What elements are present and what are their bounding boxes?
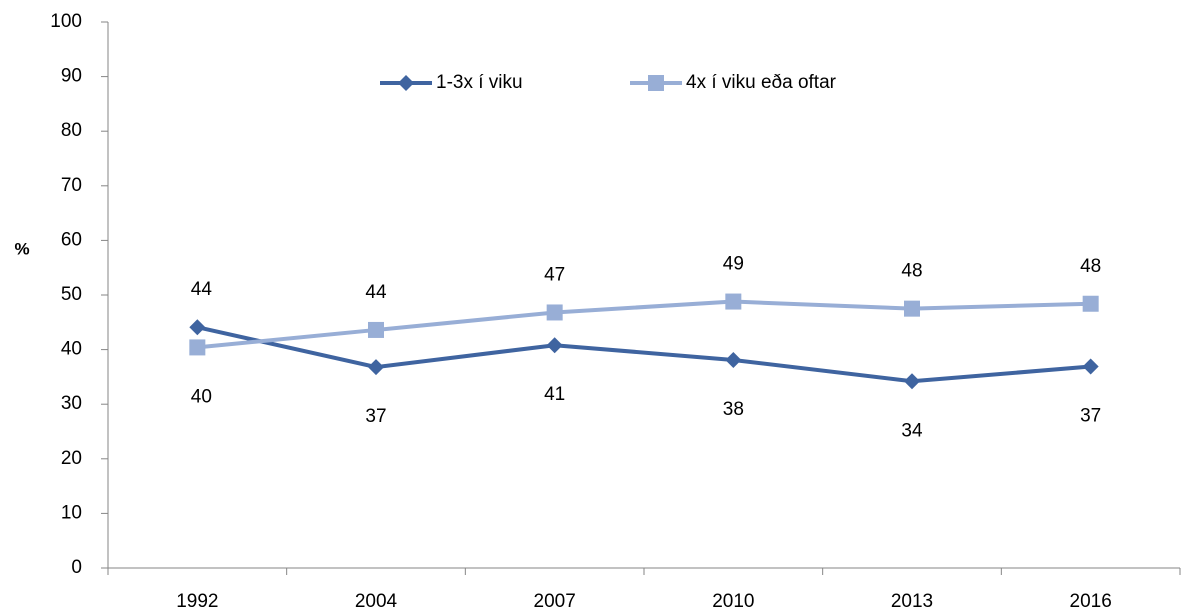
y-tick-label: 80 bbox=[61, 120, 82, 141]
y-axis-label: % bbox=[14, 239, 29, 258]
data-point bbox=[368, 321, 384, 338]
y-tick-label: 50 bbox=[61, 284, 82, 305]
data-label: 44 bbox=[191, 279, 213, 300]
series-line bbox=[197, 299, 1091, 350]
y-tick-label: 60 bbox=[61, 229, 82, 250]
data-point bbox=[904, 373, 920, 390]
data-point bbox=[725, 293, 742, 310]
data-point bbox=[725, 351, 742, 368]
y-tick-label: 10 bbox=[61, 502, 82, 523]
data-point bbox=[1082, 358, 1099, 375]
data-label: 37 bbox=[365, 406, 386, 427]
x-tick-label: 1992 bbox=[176, 591, 218, 612]
data-label: 34 bbox=[901, 420, 923, 441]
y-tick-label: 40 bbox=[61, 339, 82, 360]
data-point bbox=[189, 319, 206, 336]
y-tick-label: 30 bbox=[61, 393, 82, 414]
data-label: 49 bbox=[723, 254, 744, 275]
data-label: 37 bbox=[1080, 406, 1101, 427]
data-point bbox=[546, 304, 563, 321]
data-label: 38 bbox=[723, 399, 744, 420]
x-tick-label: 2007 bbox=[534, 591, 576, 612]
data-point bbox=[189, 339, 206, 356]
data-point bbox=[1082, 295, 1099, 312]
data-label: 48 bbox=[901, 261, 922, 282]
legend-label: 1-3x í viku bbox=[436, 72, 523, 93]
y-tick-label: 0 bbox=[71, 557, 82, 578]
y-tick-label: 100 bbox=[50, 11, 82, 32]
x-tick-label: 2010 bbox=[712, 591, 754, 612]
x-tick-label: 2004 bbox=[355, 591, 398, 612]
data-label: 47 bbox=[544, 264, 565, 285]
series-line bbox=[196, 325, 1091, 384]
y-tick-label: 90 bbox=[61, 66, 82, 87]
legend-marker bbox=[648, 75, 664, 91]
y-tick-label: 20 bbox=[61, 448, 82, 469]
data-label: 40 bbox=[191, 386, 212, 407]
data-label: 44 bbox=[365, 282, 387, 303]
data-point bbox=[904, 300, 920, 317]
data-point bbox=[368, 359, 384, 376]
data-point bbox=[546, 337, 563, 354]
legend-marker bbox=[398, 75, 414, 91]
data-label: 48 bbox=[1080, 256, 1101, 277]
data-label: 41 bbox=[544, 384, 565, 405]
x-tick-label: 2016 bbox=[1070, 591, 1112, 612]
legend-label: 4x í viku eða oftar bbox=[686, 72, 837, 93]
x-tick-label: 2013 bbox=[891, 591, 933, 612]
y-tick-label: 70 bbox=[61, 175, 82, 196]
